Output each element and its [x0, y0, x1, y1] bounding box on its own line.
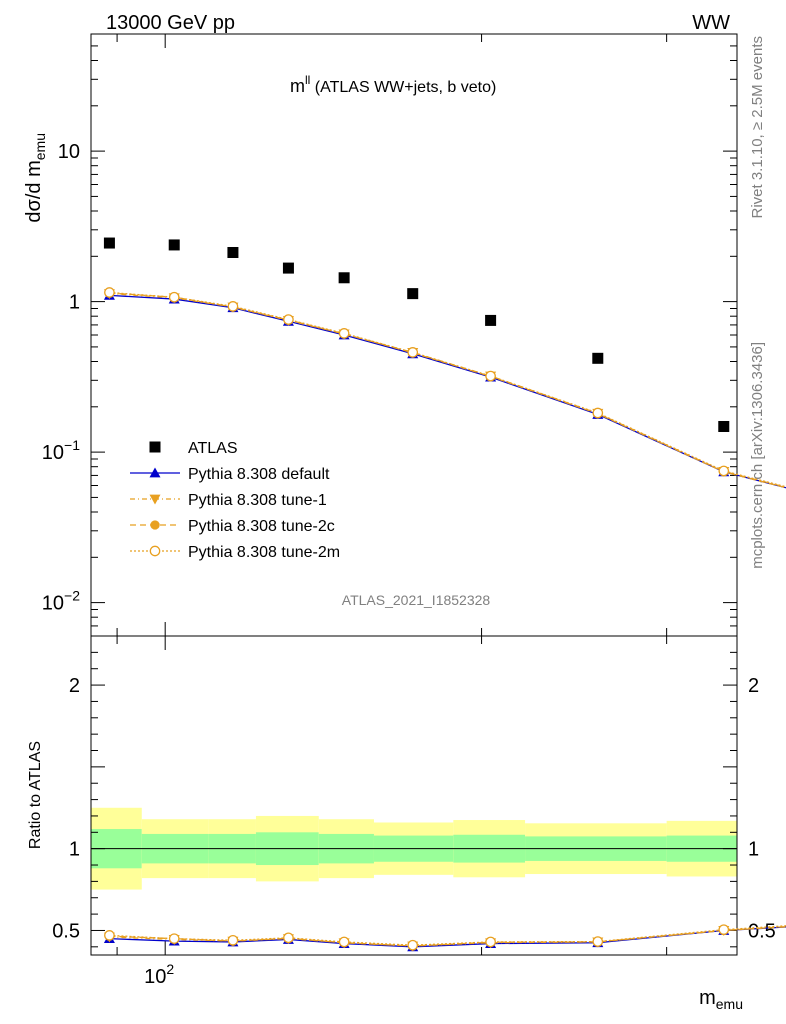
main-data-point: [283, 314, 294, 325]
main-data-point: [168, 239, 180, 251]
legend-entry-label: ATLAS: [188, 440, 238, 457]
main-data-point: [103, 237, 115, 249]
main-data-point: [407, 288, 419, 300]
ratio-frame: [90, 635, 738, 956]
legend-entry-label: Pythia 8.308 tune-1: [188, 492, 327, 509]
main-y-tick-label: 10: [58, 141, 80, 163]
main-panel: 10 1 10−1 10−2: [42, 33, 786, 637]
main-series-line: [109, 292, 786, 489]
legend: ATLAS Pythia 8.308 default Pythia 8.308 tu…: [130, 440, 340, 561]
analysis-label: ATLAS_2021_I1852328: [342, 592, 491, 608]
legend-entry-label: Pythia 8.308 tune-2c: [188, 518, 335, 535]
main-data-point: [592, 407, 604, 419]
ratio-y-tick-label-right: 1: [748, 839, 759, 861]
main-y-tick-label: 10−1: [42, 437, 80, 464]
main-y-tick-label: 10−2: [42, 588, 80, 615]
legend-marker: [149, 441, 161, 453]
legend-entry-label: Pythia 8.308 default: [188, 466, 330, 483]
plot-title: mll (ATLAS WW+jets, b veto): [290, 73, 496, 96]
main-y-axis-label: dσ/d memu: [23, 133, 48, 223]
mcplots-label: mcplots.cern.ch [arXiv:1306.3436]: [749, 342, 766, 569]
x-axis-label: memu: [699, 987, 743, 1012]
ratio-data-point: [338, 936, 350, 948]
main-data-point: [485, 370, 496, 382]
ratio-y-tick-label: 2: [69, 675, 80, 697]
main-data-point: [718, 420, 730, 432]
legend-marker: [149, 494, 161, 505]
ratio-data-point: [407, 939, 419, 951]
main-data-point: [227, 301, 239, 312]
ratio-y-tick-label-right: 0.5: [748, 920, 776, 942]
ratio-y-tick-label-right: 2: [748, 675, 759, 697]
legend-entry-label: Pythia 8.308 tune-2m: [188, 544, 340, 561]
main-data-point: [338, 272, 350, 284]
legend-marker: [149, 545, 161, 557]
main-data-point: [485, 314, 497, 326]
ratio-data-point: [592, 936, 604, 947]
main-y-tick-label: 1: [69, 292, 80, 314]
ratio-data-point: [283, 932, 294, 944]
energy-label: 13000 GeV pp: [106, 12, 235, 34]
legend-marker: [150, 520, 160, 530]
ratio-panel: 0.5 0.5 1 1 2 2 102: [52, 34, 786, 988]
ratio-series-line: [109, 926, 786, 948]
ratio-data-point: [227, 934, 239, 946]
ratio-data-point: [168, 933, 180, 944]
main-data-point: [592, 352, 604, 364]
ratio-data-point: [104, 930, 115, 941]
legend-marker: [149, 467, 161, 478]
ratio-y-tick-label: 1: [69, 839, 80, 861]
ratio-data-point: [485, 936, 496, 948]
main-data-point: [227, 246, 239, 258]
x-tick-label: 102: [144, 961, 174, 988]
main-data-point: [407, 347, 419, 358]
main-data-point: [338, 328, 350, 339]
ratio-y-axis-label: Ratio to ATLAS: [27, 741, 44, 849]
main-data-point: [104, 287, 115, 298]
main-data-point: [718, 465, 730, 477]
main-data-point: [168, 291, 180, 303]
process-label: WW: [692, 12, 730, 34]
ratio-y-tick-label: 0.5: [52, 920, 80, 942]
rivet-label: Rivet 3.1.10, ≥ 2.5M events: [749, 36, 766, 219]
main-data-point: [282, 262, 294, 274]
ratio-data-point: [718, 924, 730, 935]
ratio-series-line: [109, 925, 786, 946]
